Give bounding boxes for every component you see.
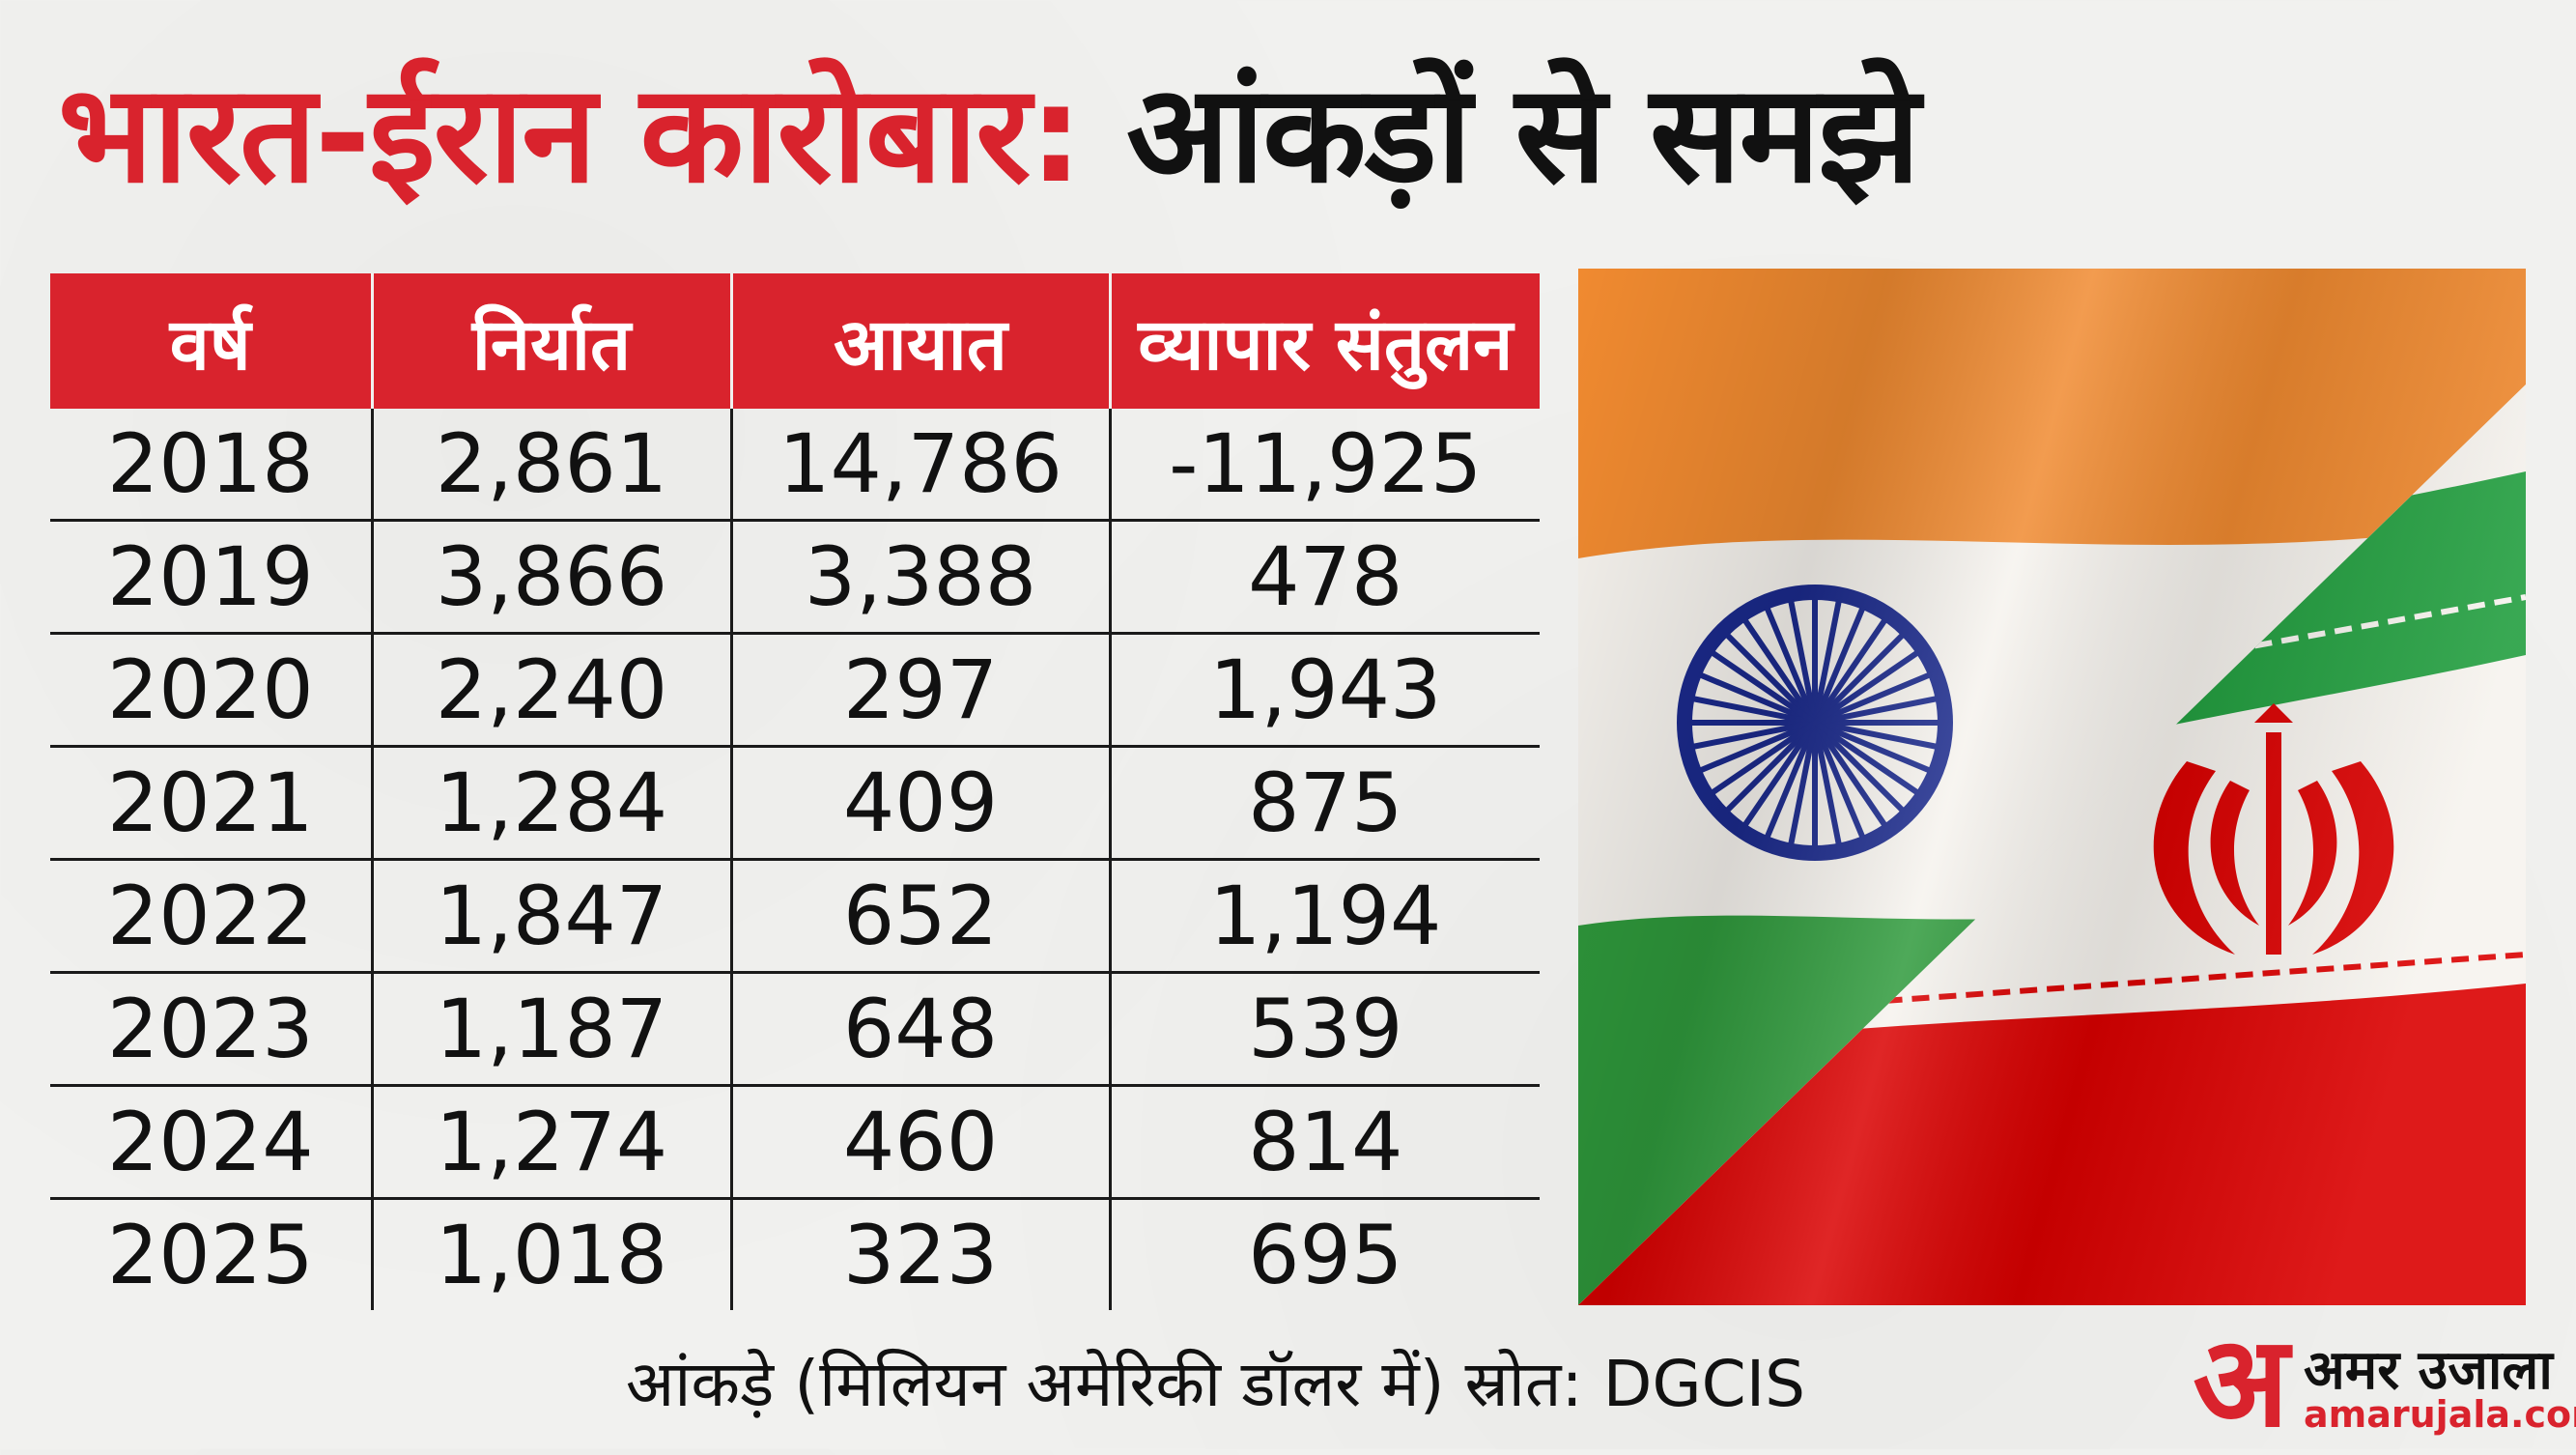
table-row: 2020 2,240 297 1,943 — [50, 633, 1540, 748]
cell-imports: 648 — [729, 972, 1110, 1087]
logo-mark: अ — [2193, 1308, 2289, 1455]
cell-imports: 3,388 — [729, 520, 1110, 635]
cell-exports: 1,187 — [370, 972, 731, 1087]
cell-year: 2024 — [50, 1085, 372, 1200]
cell-imports: 297 — [729, 633, 1110, 748]
cell-balance: 1,943 — [1108, 633, 1540, 748]
flags-illustration — [1578, 269, 2526, 1305]
header-year: वर्ष — [50, 273, 372, 409]
cell-year: 2023 — [50, 972, 372, 1087]
header-exports: निर्यात — [370, 273, 731, 409]
cell-year: 2020 — [50, 633, 372, 748]
table-row: 2021 1,284 409 875 — [50, 746, 1540, 861]
title-part-1: भारत-ईरान कारोबार: — [58, 56, 1083, 214]
cell-year: 2019 — [50, 520, 372, 635]
table-row: 2025 1,018 323 695 — [50, 1198, 1540, 1310]
cell-balance: 1,194 — [1108, 859, 1540, 974]
cell-exports: 3,866 — [370, 520, 731, 635]
cell-exports: 1,284 — [370, 746, 731, 861]
page-title: भारत-ईरान कारोबार: आंकड़ों से समझे — [58, 53, 1920, 217]
logo-latin: amarujala.com — [2304, 1393, 2576, 1436]
cell-balance: 539 — [1108, 972, 1540, 1087]
cell-year: 2025 — [106, 1208, 314, 1302]
cell-exports: 1,274 — [370, 1085, 731, 1200]
cell-balance: -11,925 — [1108, 409, 1540, 522]
cell-imports: 652 — [729, 859, 1110, 974]
title-part-2: आंकड़ों से समझे — [1126, 56, 1920, 214]
cell-exports: 1,847 — [370, 859, 731, 974]
table-row: 2023 1,187 648 539 — [50, 972, 1540, 1087]
cell-year: 2022 — [50, 859, 372, 974]
table-row: 2022 1,847 652 1,194 — [50, 859, 1540, 974]
cell-balance: 814 — [1108, 1085, 1540, 1200]
logo-hindi: अमर उजाला — [2304, 1339, 2553, 1402]
cell-imports: 460 — [729, 1085, 1110, 1200]
cell-imports: 409 — [729, 746, 1110, 861]
table-row: 2018 2,861 14,786 -11,925 — [50, 409, 1540, 522]
amar-ujala-logo: अ अमर उजाला amarujala.com — [2183, 1308, 2576, 1455]
table-row: 2019 3,866 3,388 478 — [50, 520, 1540, 635]
cell-balance: 695 — [1108, 1198, 1540, 1310]
header-imports: आयात — [729, 273, 1110, 409]
table-row: 2024 1,274 460 814 — [50, 1085, 1540, 1200]
header-trade-balance: व्यापार संतुलन — [1108, 273, 1540, 409]
cell-exports: 2,240 — [370, 633, 731, 748]
india-iran-flags-image — [1578, 269, 2526, 1305]
cell-exports: 1,018 — [370, 1198, 731, 1310]
cell-year: 2021 — [50, 746, 372, 861]
source-note: आंकड़े (मिलियन अमेरिकी डॉलर में) स्रोत: … — [625, 1347, 1806, 1421]
cell-imports: 323 — [729, 1198, 1110, 1310]
cell-year: 2018 — [50, 409, 372, 522]
cell-exports: 2,861 — [370, 409, 731, 522]
trade-table: वर्ष निर्यात आयात व्यापार संतुलन 2018 2,… — [50, 273, 1540, 1310]
cell-imports: 14,786 — [729, 409, 1110, 522]
cell-balance: 875 — [1108, 746, 1540, 861]
table-header-row: वर्ष निर्यात आयात व्यापार संतुलन — [50, 273, 1540, 409]
cell-balance: 478 — [1108, 520, 1540, 635]
